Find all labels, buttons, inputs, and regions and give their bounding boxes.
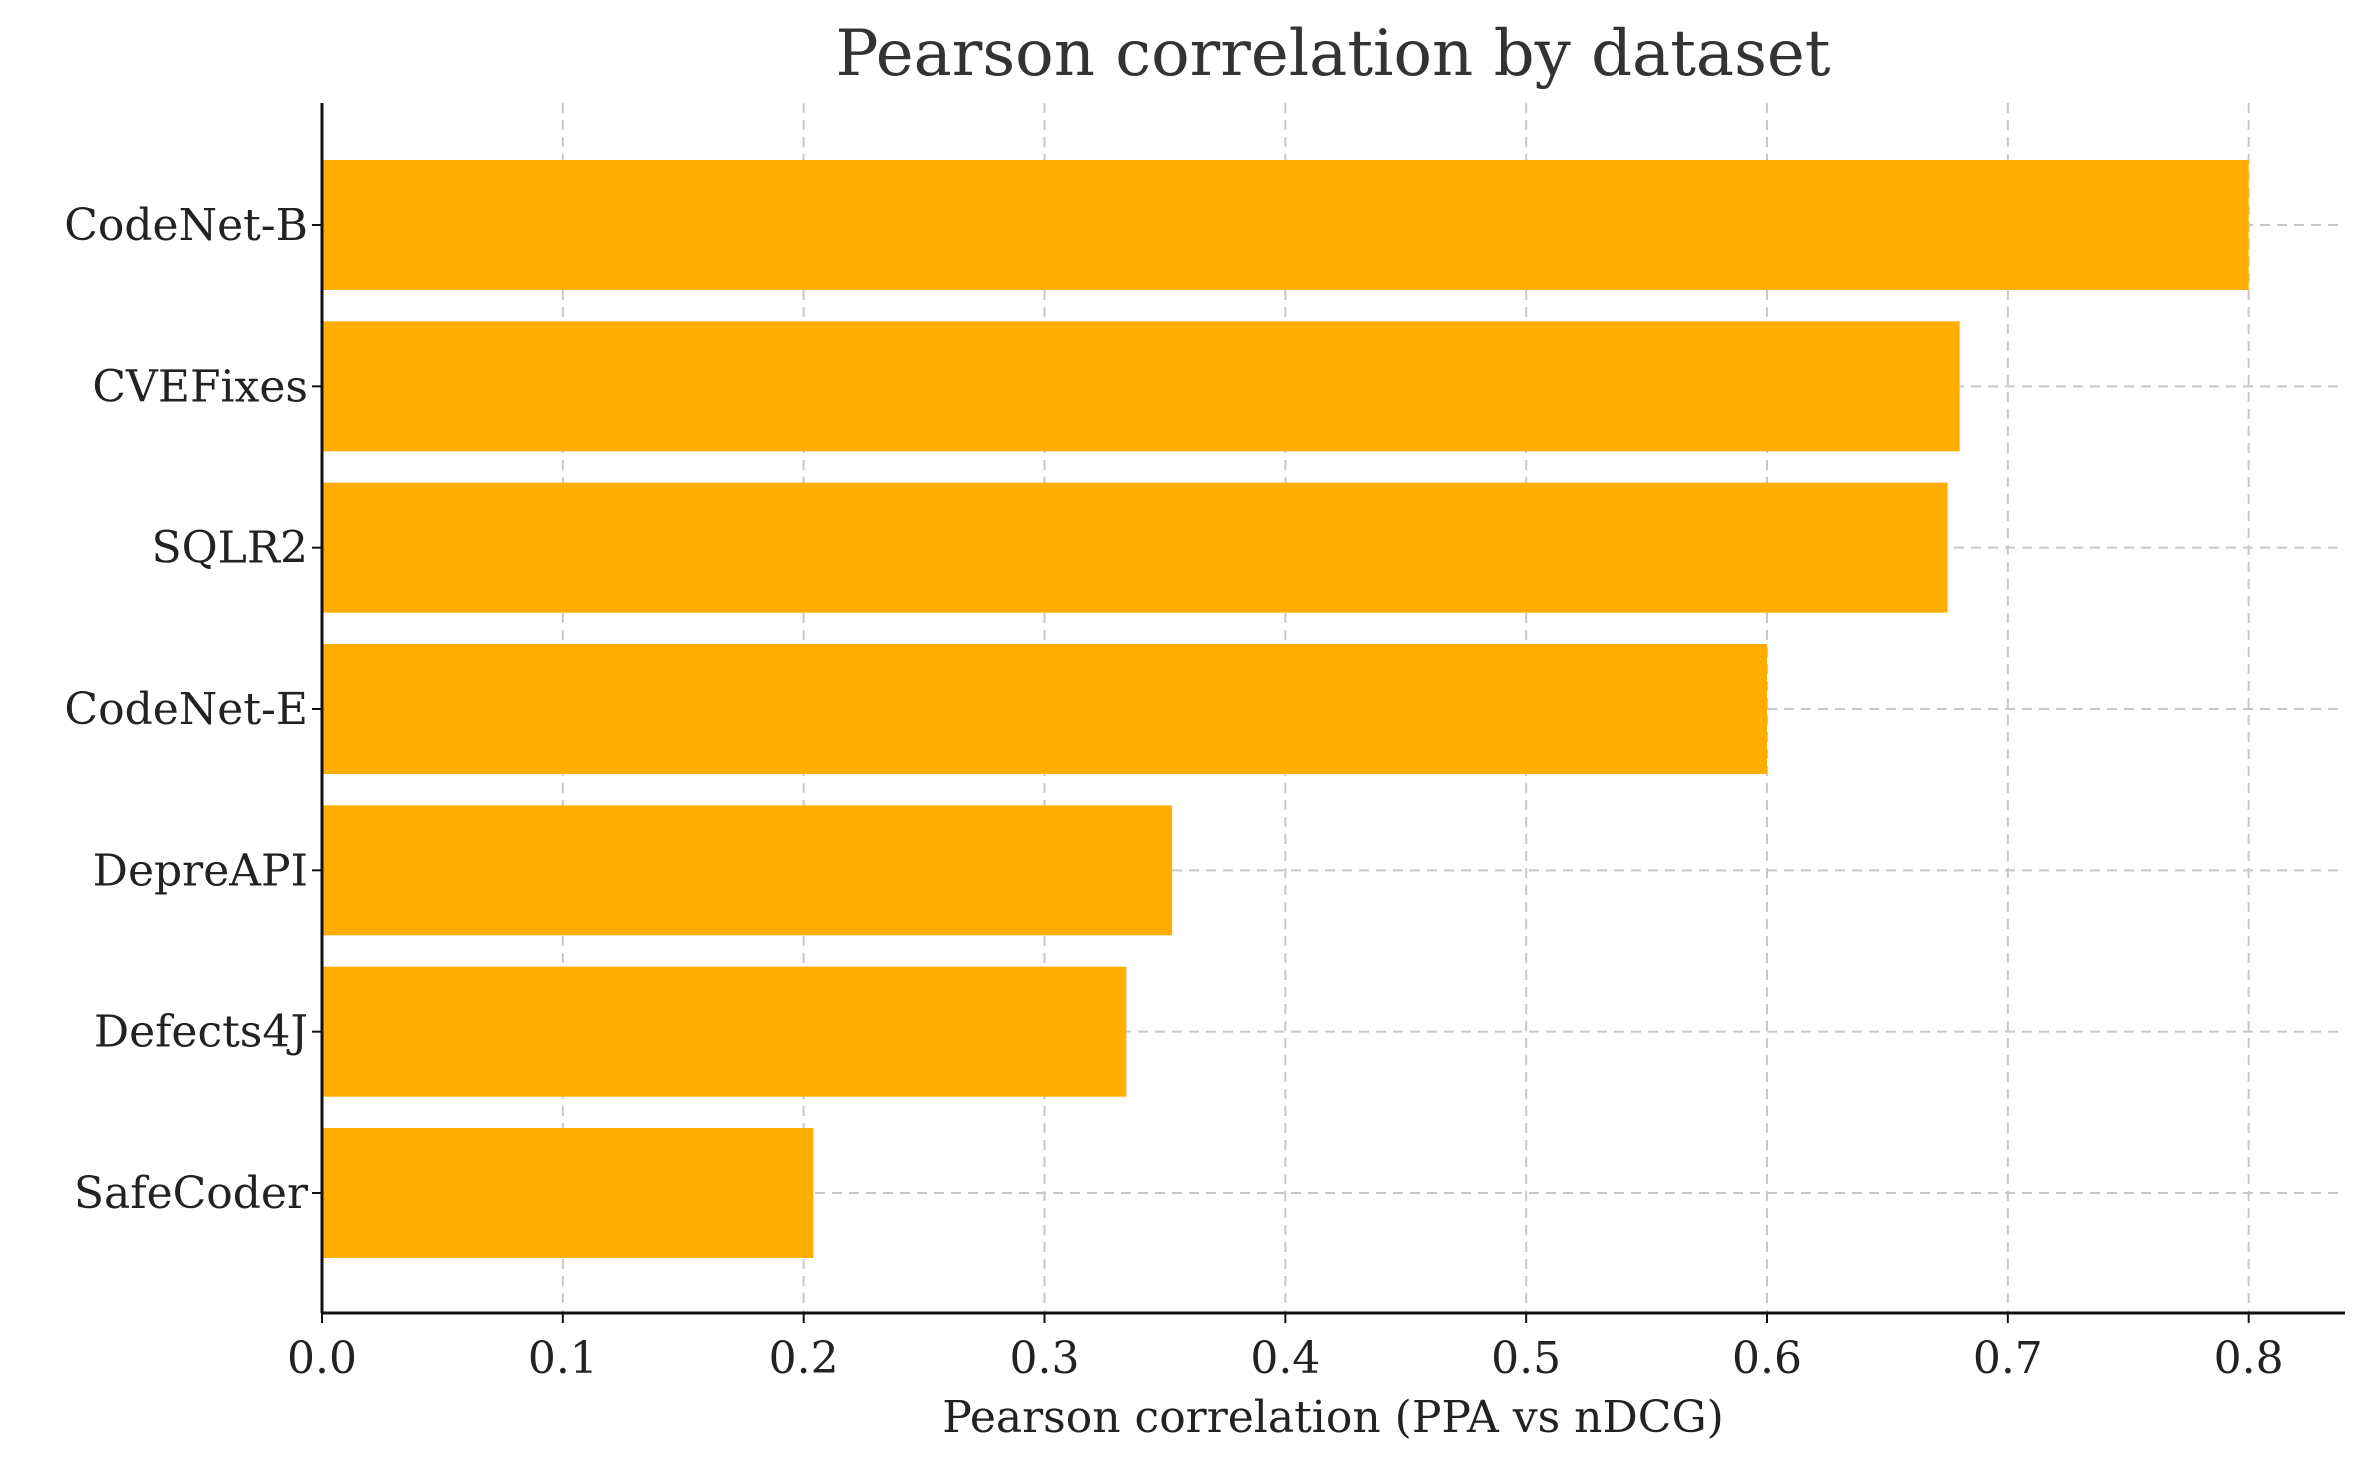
x-tick-label: 0.3 bbox=[1010, 1333, 1080, 1384]
y-axis-ticks: CodeNet-B CVEFixes SQLR2 CodeNet-E DepreAPI D… bbox=[64, 200, 322, 1219]
bar-safecoder bbox=[322, 1128, 814, 1258]
y-tick-label: SQLR2 bbox=[151, 523, 308, 574]
x-tick-label: 0.5 bbox=[1491, 1333, 1561, 1384]
x-tick-label: 0.1 bbox=[528, 1333, 598, 1384]
y-tick-label: CodeNet-B bbox=[64, 200, 308, 251]
x-tick-label: 0.8 bbox=[2214, 1333, 2284, 1384]
y-tick-label: SafeCoder bbox=[74, 1168, 309, 1219]
y-tick-label: CVEFixes bbox=[92, 361, 308, 412]
bar-codenet-e bbox=[322, 644, 1767, 774]
x-tick-label: 0.2 bbox=[769, 1333, 839, 1384]
bars bbox=[322, 160, 2249, 1258]
x-tick-label: 0.4 bbox=[1250, 1333, 1320, 1384]
y-tick-label: CodeNet-E bbox=[64, 684, 308, 735]
bar-codenet-b bbox=[322, 160, 2249, 290]
x-tick-label: 0.0 bbox=[287, 1333, 357, 1384]
x-tick-label: 0.6 bbox=[1732, 1333, 1802, 1384]
y-tick-label: DepreAPI bbox=[93, 845, 308, 896]
y-tick-label: Defects4J bbox=[94, 1007, 308, 1058]
x-tick-label: 0.7 bbox=[1973, 1333, 2043, 1384]
bar-cvefixes bbox=[322, 321, 1960, 452]
x-axis-ticks: 0.0 0.1 0.2 0.3 0.4 0.5 0.6 0.7 0.8 bbox=[287, 1313, 2284, 1384]
bar-depreapi bbox=[322, 805, 1173, 936]
bar-defects4j bbox=[322, 966, 1127, 1097]
chart-title: Pearson correlation by dataset bbox=[836, 17, 1831, 91]
bar-sqlr2 bbox=[322, 482, 1948, 613]
x-axis-label: Pearson correlation (PPA vs nDCG) bbox=[942, 1392, 1724, 1443]
